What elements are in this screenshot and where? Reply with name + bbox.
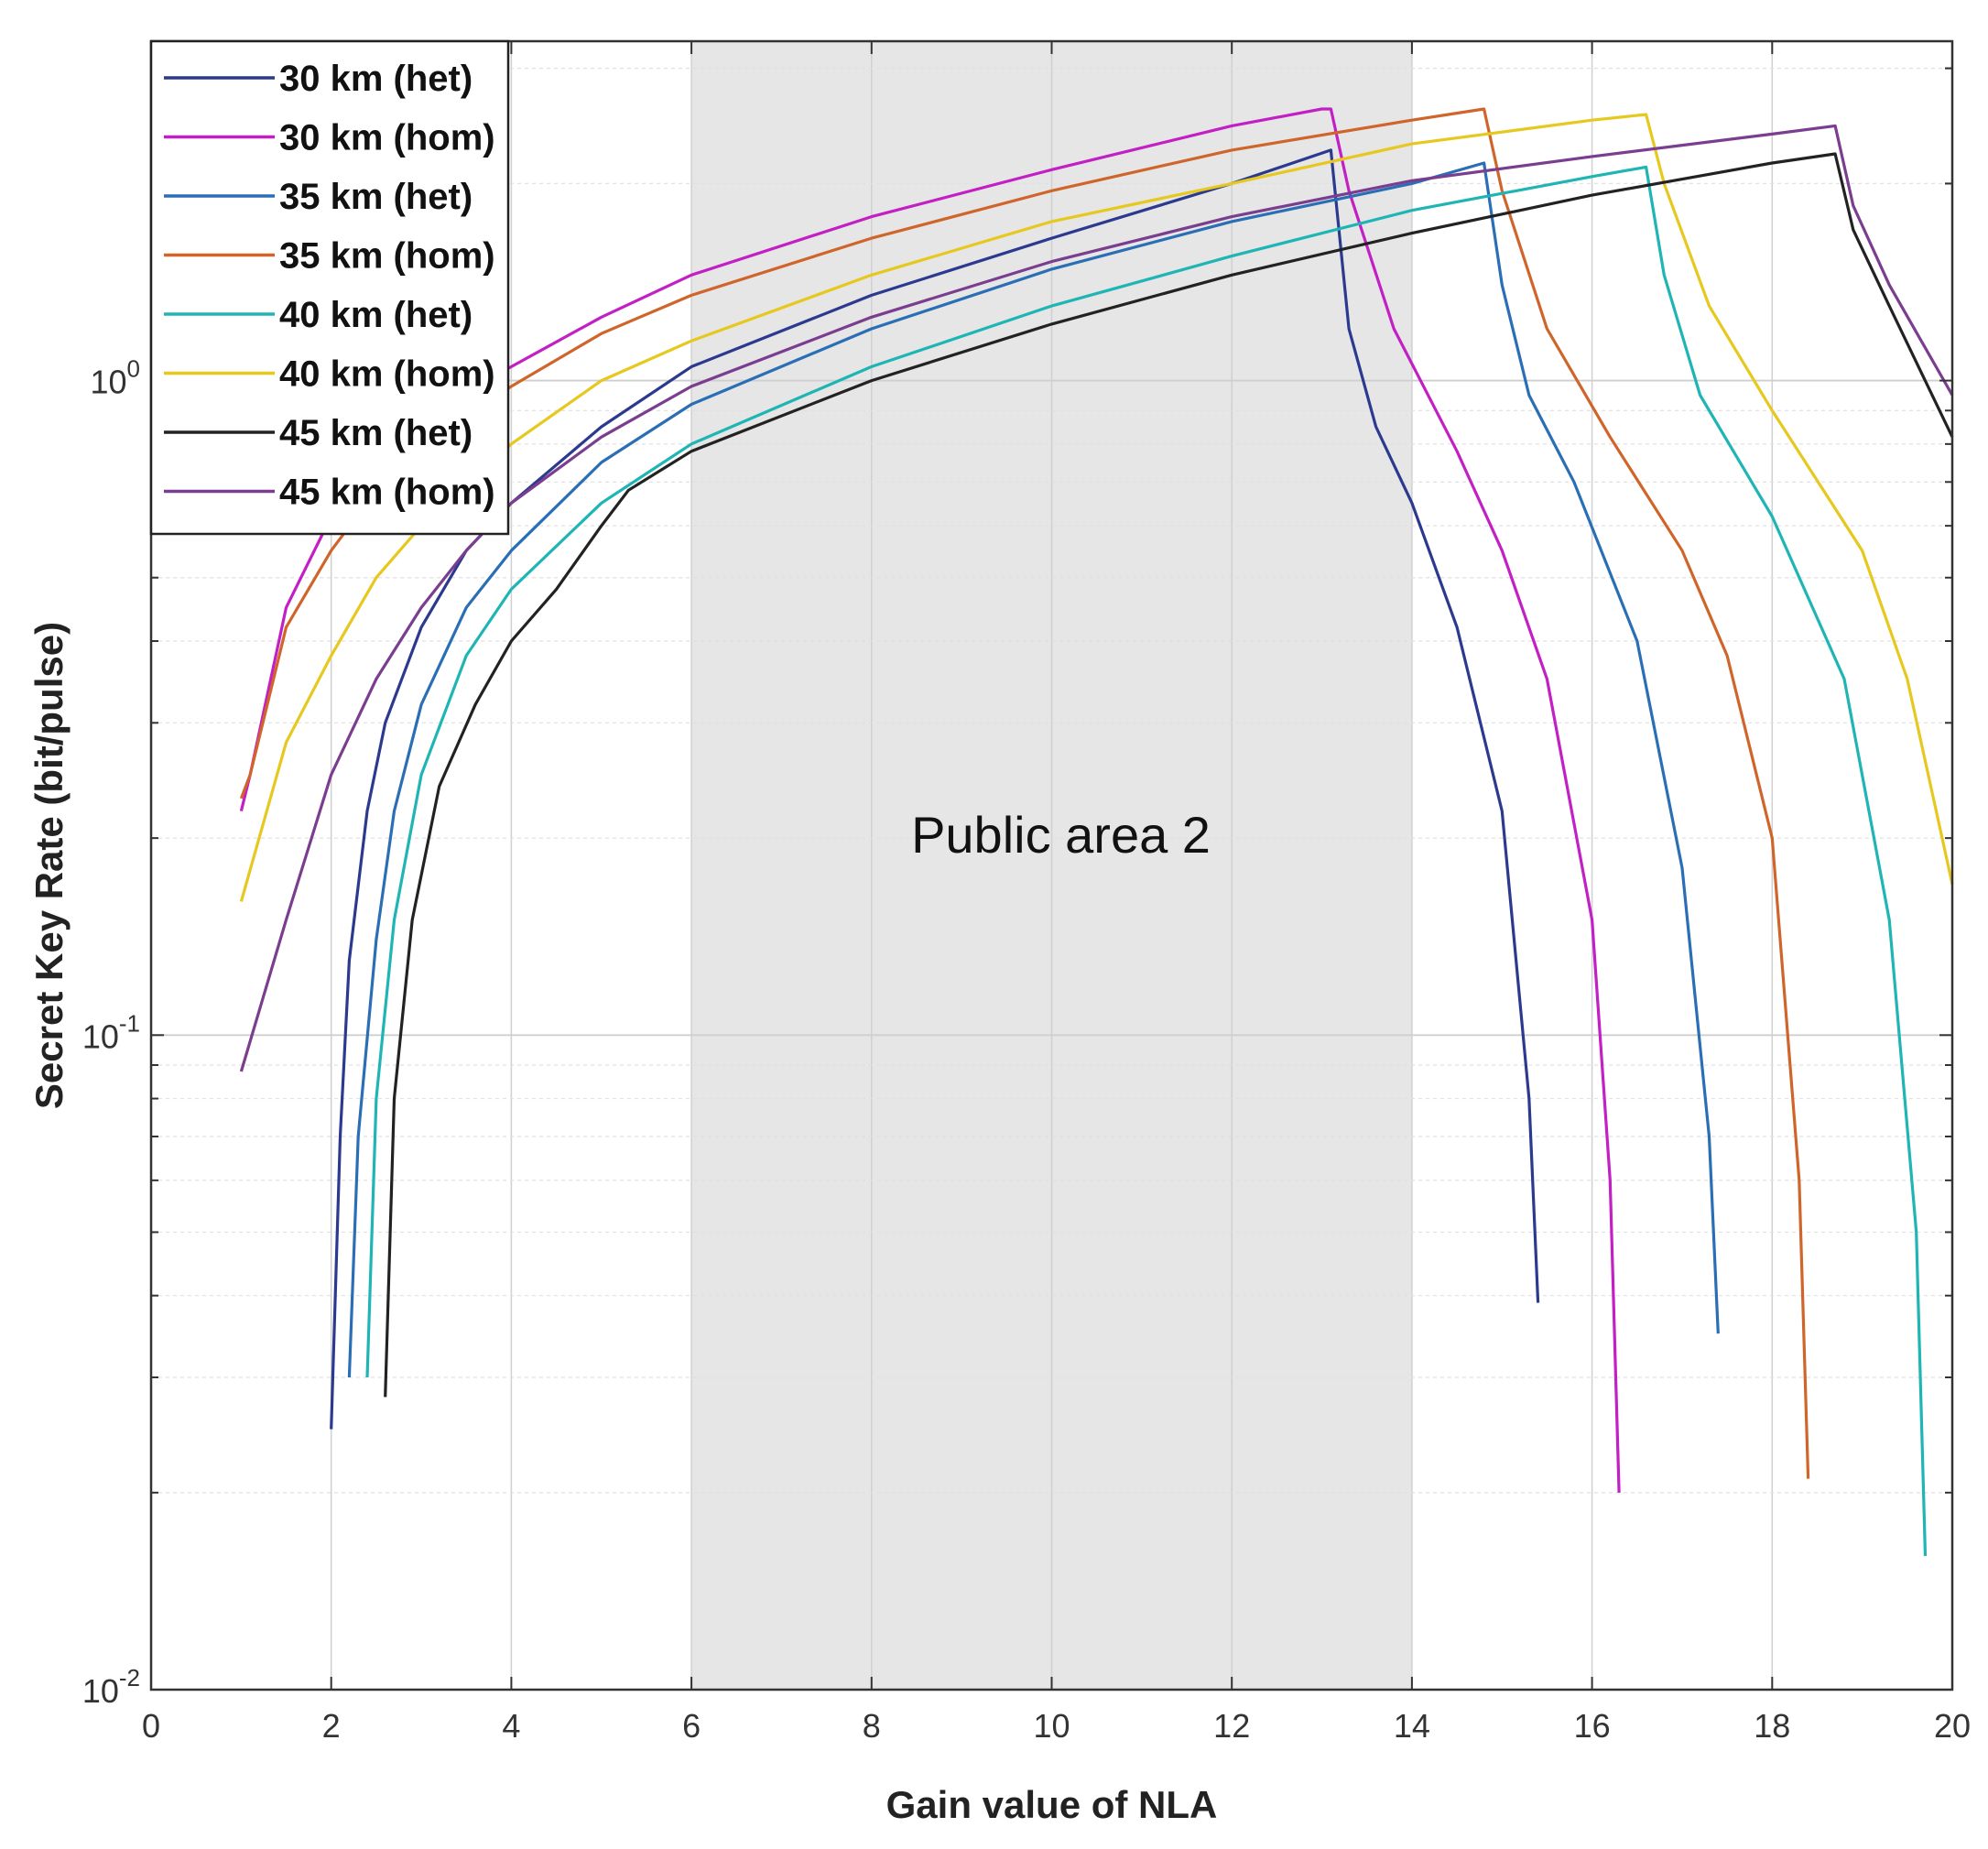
x-tick-label: 6	[682, 1707, 701, 1745]
y-tick-base: 10	[90, 364, 126, 401]
series-line-0	[330, 148, 1540, 1430]
x-tick-label: 20	[1934, 1707, 1971, 1745]
x-tick-label: 8	[863, 1707, 881, 1745]
y-tick-exponent: 0	[127, 355, 140, 383]
x-axis-label: Gain value of NLA	[886, 1783, 1218, 1826]
series-line-4	[365, 165, 1928, 1557]
legend-label-5: 40 km (hom)	[279, 354, 495, 395]
y-tick-base: 10	[82, 1672, 119, 1710]
y-tick-exponent: -2	[119, 1664, 140, 1691]
legend-label-4: 40 km (het)	[279, 295, 473, 335]
x-tick-label: 16	[1574, 1707, 1611, 1745]
legend-label-6: 45 km (het)	[279, 413, 473, 453]
plot-area	[149, 39, 1954, 1691]
y-tick-base: 10	[82, 1017, 119, 1055]
legend-label-2: 35 km (het)	[279, 177, 473, 217]
y-tick-label: 100	[90, 355, 140, 401]
series-line-2	[347, 161, 1720, 1378]
public-area-label: Public area 2	[911, 806, 1211, 864]
x-tick-label: 0	[142, 1707, 160, 1745]
x-tick-label: 4	[502, 1707, 520, 1745]
legend: 30 km (het) 30 km (hom) 35 km (het) 35 km (…	[149, 39, 510, 536]
x-tick-label: 2	[322, 1707, 341, 1745]
x-tick-label: 18	[1754, 1707, 1790, 1745]
legend-label-1: 30 km (hom)	[279, 118, 495, 158]
y-tick-label: 10-1	[82, 1009, 140, 1055]
series-line-7	[239, 124, 1954, 1072]
y-tick-label: 10-2	[82, 1664, 140, 1710]
y-axis-label: Secret Key Rate (bit/pulse)	[27, 622, 71, 1109]
x-tick-label: 10	[1033, 1707, 1070, 1745]
legend-label-0: 30 km (het)	[279, 59, 473, 99]
series-line-5	[239, 113, 1954, 902]
y-tick-exponent: -1	[119, 1009, 140, 1037]
x-tick-label: 12	[1213, 1707, 1250, 1745]
x-tick-label: 14	[1394, 1707, 1430, 1745]
legend-box	[149, 39, 510, 536]
series-line-6	[384, 152, 1954, 1398]
legend-label-7: 45 km (hom)	[279, 473, 495, 513]
legend-label-3: 35 km (hom)	[279, 236, 495, 277]
